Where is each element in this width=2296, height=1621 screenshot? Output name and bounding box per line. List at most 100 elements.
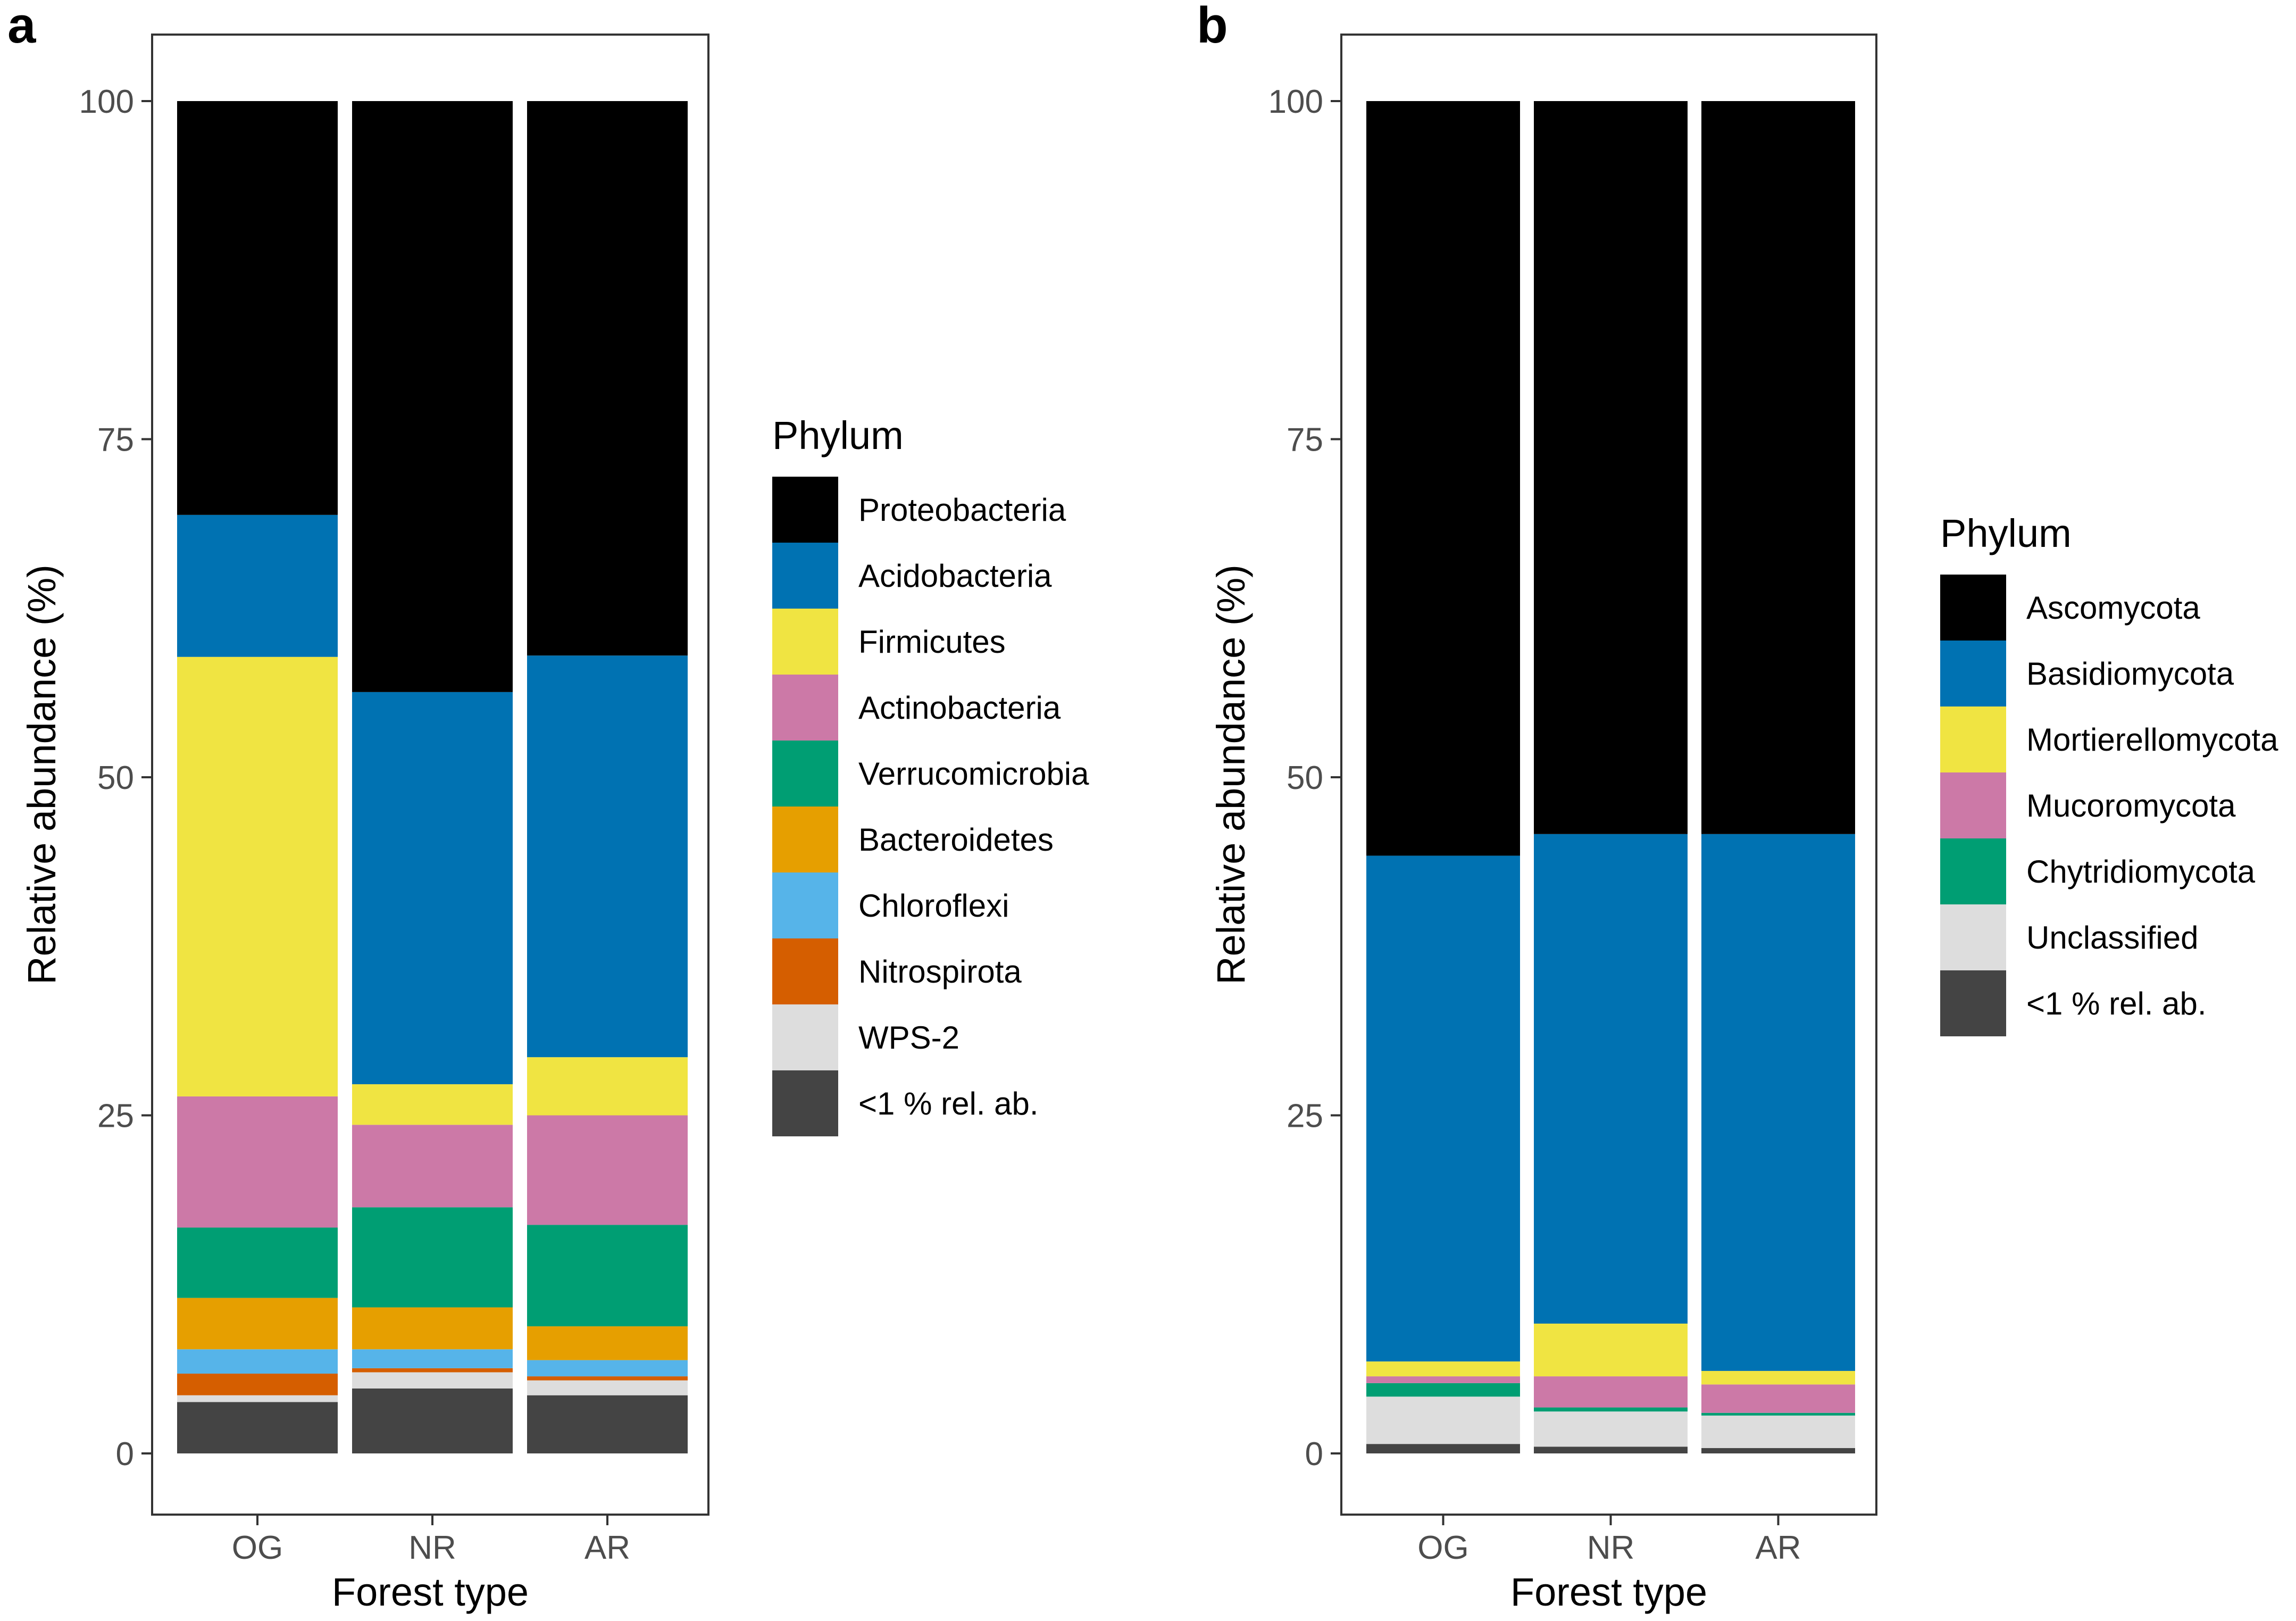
panel-b-y-axis-title: Relative abundance (%) <box>1209 564 1253 985</box>
bar-segment-og-mortierellomycota <box>1366 1361 1520 1377</box>
panel-a-legend: Phylum Proteobacteria Acidobacteria Firmic… <box>772 413 1089 1136</box>
legend-label-nitrospirota: Nitrospirota <box>858 954 1022 990</box>
y-tick-label: 25 <box>97 1098 134 1135</box>
bar-segment-og-1-rel-ab <box>1366 1444 1520 1453</box>
bar-segment-nr-firmicutes <box>352 1084 513 1125</box>
x-tick-label-ar: AR <box>1755 1529 1801 1566</box>
legend-swatch-firmicutes <box>772 609 838 675</box>
bar-segment-nr-mucoromycota <box>1534 1376 1688 1408</box>
bar-segment-ar-bacteroidetes <box>527 1326 688 1360</box>
bar-segment-ar-chloroflexi <box>527 1360 688 1377</box>
y-tick-label: 0 <box>116 1436 134 1473</box>
legend-label-1-rel-ab: <1 % rel. ab. <box>2026 986 2207 1021</box>
legend-label-1-rel-ab: <1 % rel. ab. <box>858 1086 1039 1121</box>
panel-a-y-axis-ticks: 0 25 50 75 100 <box>79 84 152 1473</box>
bar-segment-og-unclassified <box>1366 1396 1520 1444</box>
y-tick-label: 0 <box>1305 1436 1323 1473</box>
bar-segment-ar-proteobacteria <box>527 101 688 656</box>
panel-a-label: a <box>7 0 36 54</box>
legend-swatch-basidiomycota <box>1940 641 2006 706</box>
bar-segment-ar-unclassified <box>1701 1415 1855 1448</box>
bar-segment-og-basidiomycota <box>1366 855 1520 1362</box>
legend-swatch-ascomycota <box>1940 575 2006 641</box>
y-tick-label: 75 <box>1287 422 1323 459</box>
bar-segment-nr-bacteroidetes <box>352 1307 513 1350</box>
bar-segment-og-acidobacteria <box>177 514 338 657</box>
bar-segment-ar-verrucomicrobia <box>527 1225 688 1327</box>
bar-segment-og-chytridiomycota <box>1366 1383 1520 1397</box>
legend-label-mucoromycota: Mucoromycota <box>2026 788 2236 824</box>
legend-swatch-verrucomicrobia <box>772 741 838 807</box>
legend-swatch-proteobacteria <box>772 477 838 543</box>
bar-segment-nr-chloroflexi <box>352 1349 513 1368</box>
y-tick-label: 50 <box>1287 760 1323 796</box>
x-tick-label-og: OG <box>232 1529 283 1566</box>
bar-segment-og-proteobacteria <box>177 101 338 515</box>
legend-label-proteobacteria: Proteobacteria <box>858 492 1066 528</box>
legend-label-ascomycota: Ascomycota <box>2026 590 2200 626</box>
legend-swatch-actinobacteria <box>772 675 838 741</box>
legend-label-basidiomycota: Basidiomycota <box>2026 656 2234 692</box>
legend-swatch-bacteroidetes <box>772 807 838 872</box>
legend-label-chytridiomycota: Chytridiomycota <box>2026 854 2256 890</box>
bar-segment-ar-firmicutes <box>527 1057 688 1116</box>
bar-segment-nr-ascomycota <box>1534 101 1688 834</box>
x-tick-label-nr: NR <box>1587 1529 1635 1566</box>
legend-label-unclassified: Unclassified <box>2026 920 2198 955</box>
panel-a-y-axis-title: Relative abundance (%) <box>20 564 64 985</box>
legend-label-acidobacteria: Acidobacteria <box>858 558 1052 594</box>
y-tick-label: 75 <box>97 422 134 459</box>
legend-label-verrucomicrobia: Verrucomicrobia <box>858 756 1089 792</box>
legend-swatch-wps-2 <box>772 1004 838 1070</box>
bar-segment-og-verrucomicrobia <box>177 1227 338 1298</box>
panel-a-x-axis-ticks: OG NR AR <box>232 1515 630 1566</box>
bar-segment-ar-ascomycota <box>1701 101 1855 834</box>
bar-segment-nr-1-rel-ab <box>1534 1447 1688 1453</box>
bar-segment-ar-mucoromycota <box>1701 1384 1855 1413</box>
legend-swatch-1-rel-ab <box>1940 970 2006 1036</box>
panel-b-bars <box>1366 101 1855 1453</box>
legend-label-bacteroidetes: Bacteroidetes <box>858 822 1054 858</box>
legend-swatch-mortierellomycota <box>1940 706 2006 772</box>
bar-segment-og-chloroflexi <box>177 1349 338 1374</box>
x-tick-label-ar: AR <box>585 1529 630 1566</box>
bar-segment-nr-mortierellomycota <box>1534 1323 1688 1377</box>
panel-a: a 0 25 50 75 100 OG NR AR Forest type Relative… <box>7 0 1089 1614</box>
legend-swatch-acidobacteria <box>772 543 838 609</box>
panel-b-legend: Phylum Ascomycota Basidiomycota Mortierell… <box>1940 511 2278 1036</box>
bar-segment-ar-basidiomycota <box>1701 834 1855 1371</box>
bar-segment-nr-unclassified <box>1534 1411 1688 1447</box>
panel-b-y-axis-ticks: 0 25 50 75 100 <box>1268 84 1341 1473</box>
panel-b-x-axis-ticks: OG NR AR <box>1417 1515 1801 1566</box>
legend-label-actinobacteria: Actinobacteria <box>858 690 1061 726</box>
panel-b-x-axis-title: Forest type <box>1510 1570 1707 1614</box>
legend-swatch-unclassified <box>1940 904 2006 970</box>
bar-segment-nr-actinobacteria <box>352 1125 513 1208</box>
bar-segment-nr-wps-2 <box>352 1372 513 1389</box>
bar-segment-og-ascomycota <box>1366 101 1520 856</box>
legend-swatch-chloroflexi <box>772 872 838 938</box>
bar-segment-nr-proteobacteria <box>352 101 513 692</box>
bar-segment-og-mucoromycota <box>1366 1376 1520 1383</box>
legend-swatch-nitrospirota <box>772 938 838 1004</box>
legend-label-firmicutes: Firmicutes <box>858 624 1006 660</box>
panel-a-bars <box>177 101 688 1453</box>
bar-segment-ar-1-rel-ab <box>527 1395 688 1453</box>
bar-segment-og-1-rel-ab <box>177 1402 338 1453</box>
bar-segment-og-actinobacteria <box>177 1096 338 1228</box>
y-tick-label: 100 <box>79 84 134 120</box>
y-tick-label: 25 <box>1287 1098 1323 1135</box>
bar-segment-nr-basidiomycota <box>1534 834 1688 1324</box>
bar-segment-ar-chytridiomycota <box>1701 1412 1855 1416</box>
panel-b-label: b <box>1197 0 1228 54</box>
panel-a-legend-title: Phylum <box>772 413 904 458</box>
x-tick-label-nr: NR <box>408 1529 456 1566</box>
legend-swatch-chytridiomycota <box>1940 838 2006 904</box>
legend-label-mortierellomycota: Mortierellomycota <box>2026 722 2278 758</box>
bar-segment-og-nitrospirota <box>177 1374 338 1395</box>
bar-segment-ar-1-rel-ab <box>1701 1448 1855 1453</box>
bar-segment-ar-mortierellomycota <box>1701 1370 1855 1385</box>
bar-segment-og-bacteroidetes <box>177 1298 338 1350</box>
bar-segment-ar-wps-2 <box>527 1380 688 1395</box>
